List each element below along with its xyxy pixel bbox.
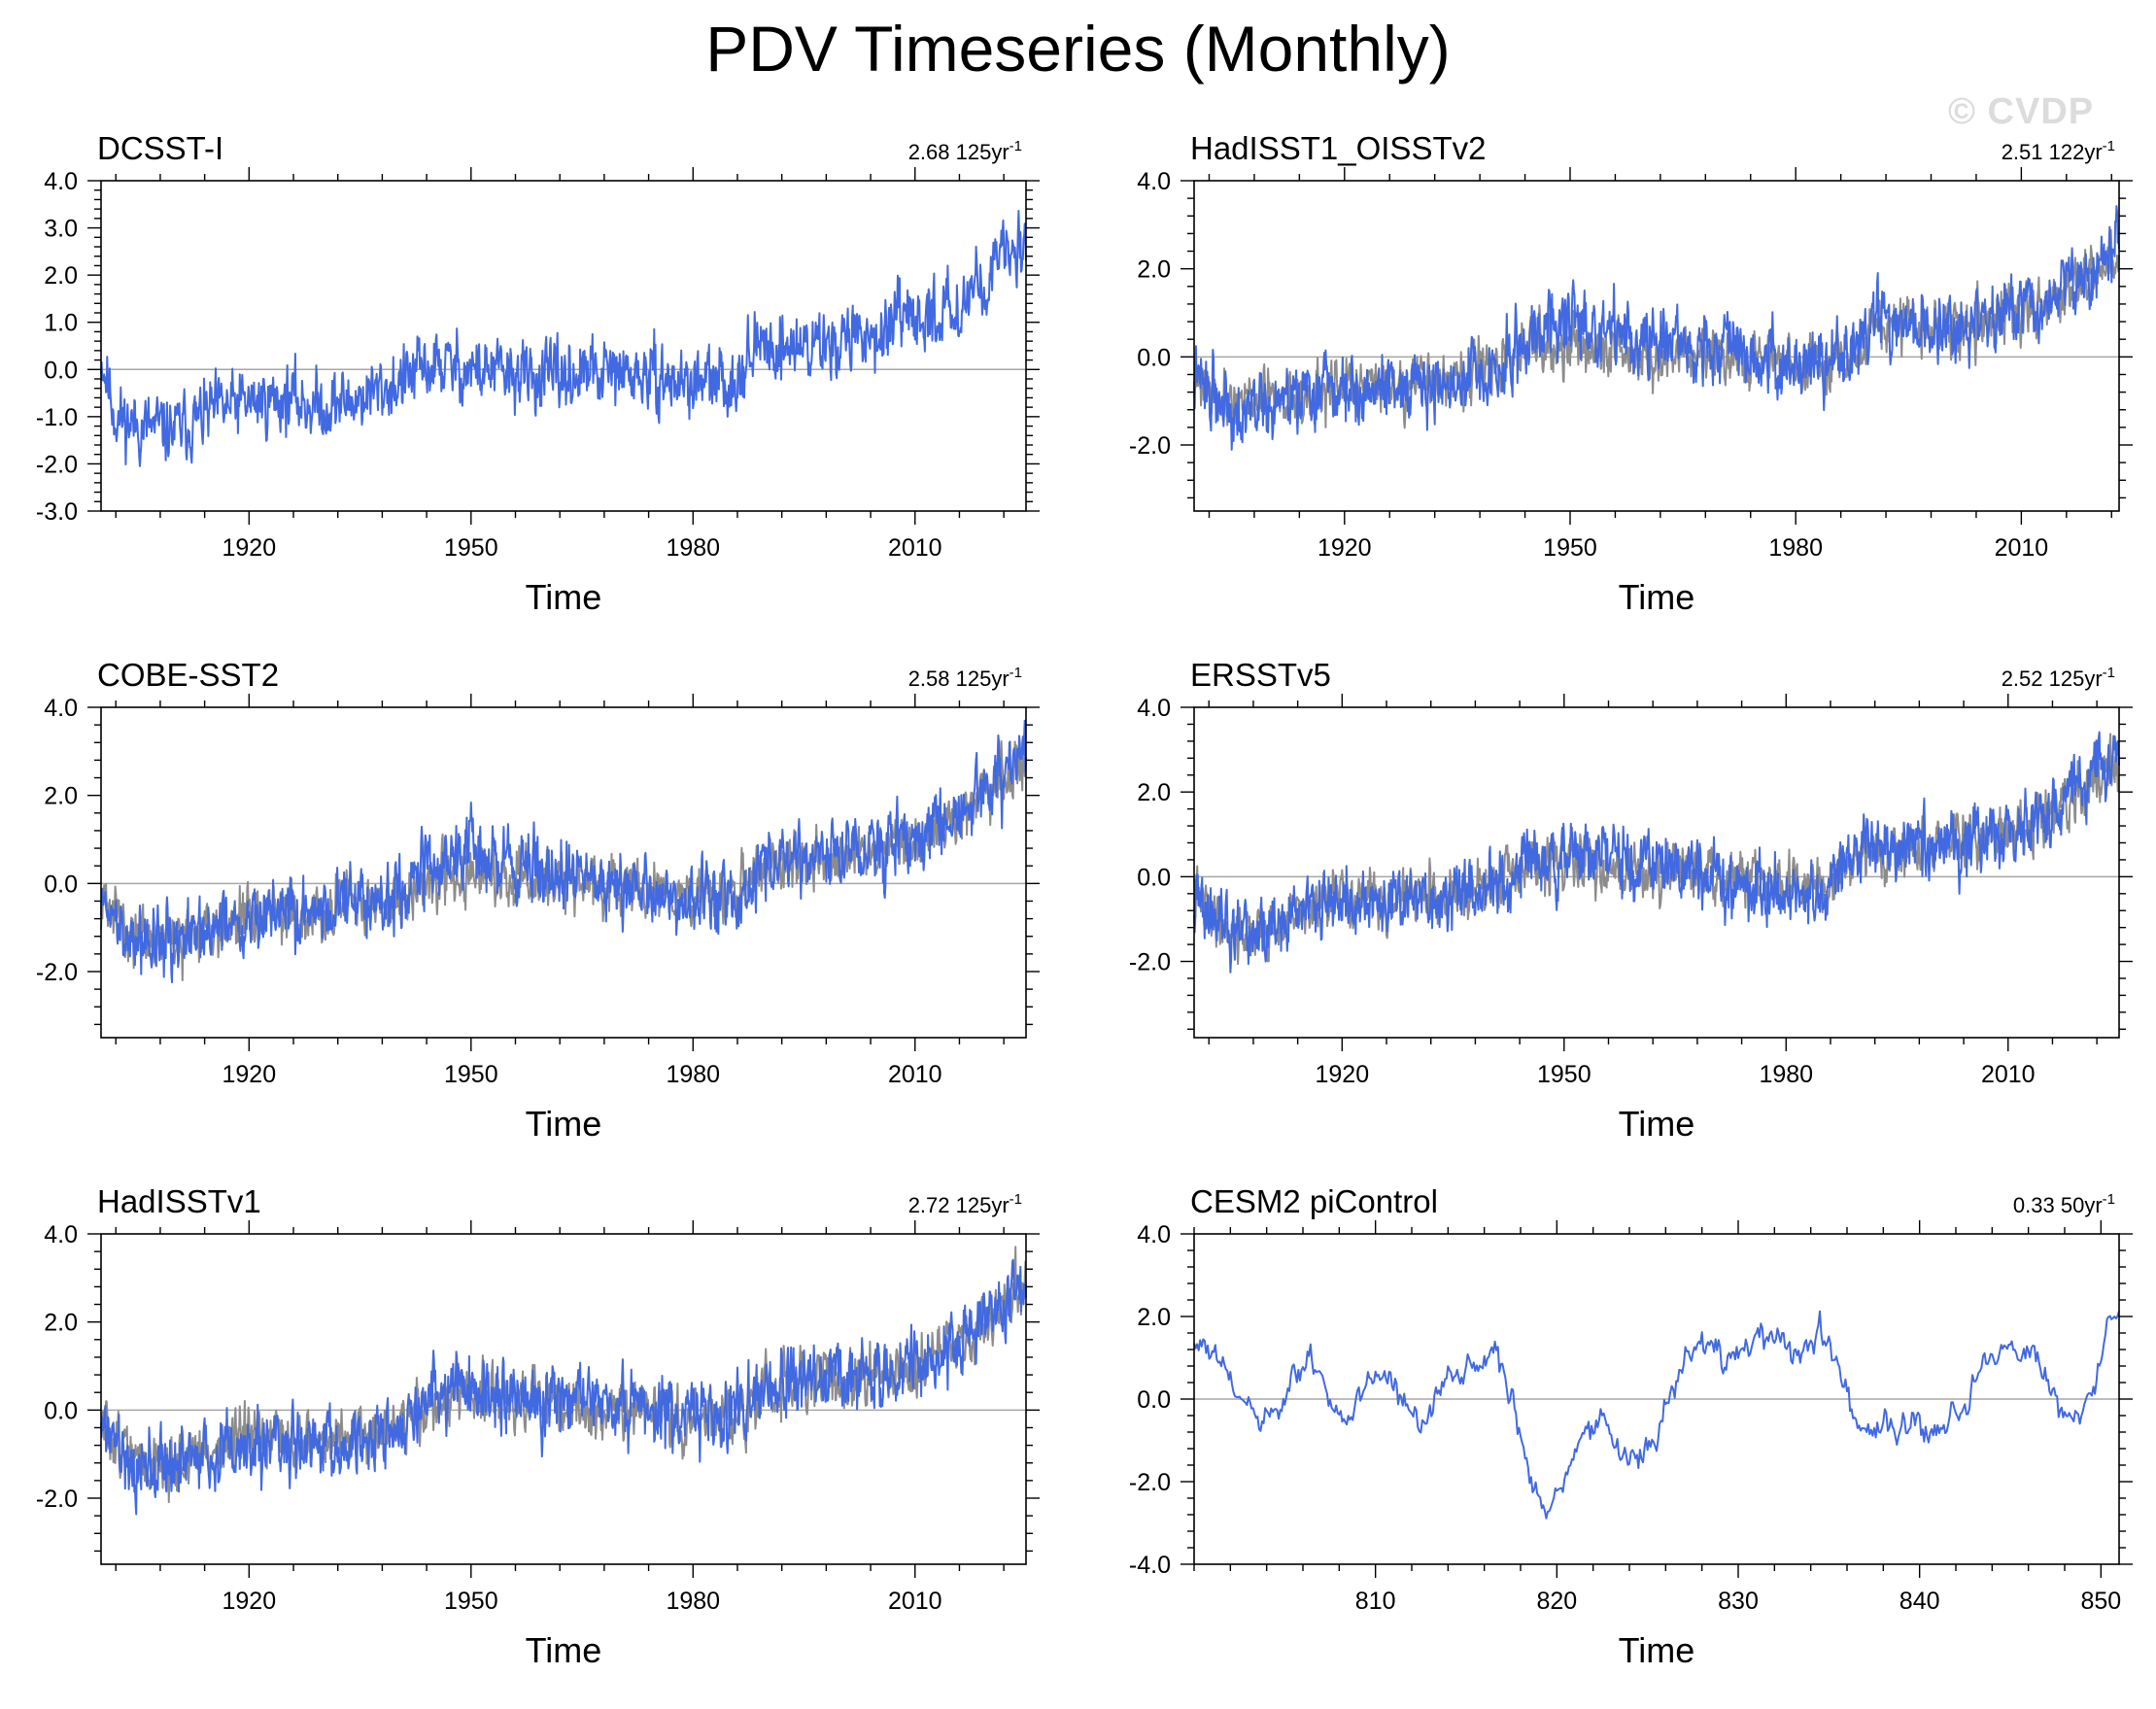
y-tick-label: 0.0 [1137,1386,1171,1414]
plot-frame [100,180,1027,512]
x-tick-label: 1950 [1537,1061,1591,1088]
x-tick-label: 810 [1355,1588,1396,1615]
x-tick-label: 850 [2080,1588,2121,1615]
x-tick-label: 2010 [888,1061,942,1088]
y-tick-label: -2.0 [1129,432,1171,460]
x-tick-label: 1920 [1318,534,1372,562]
y-tick-label: 4.0 [44,168,78,195]
y-tick-label: 1.0 [44,310,78,337]
figure-title: PDV Timeseries (Monthly) [705,13,1451,85]
y-tick-label: 0.0 [1137,864,1171,891]
x-tick-label: 1980 [666,1588,720,1615]
panel-title: CESM2 piControl [1190,1183,1438,1219]
y-tick-label: 4.0 [44,1221,78,1248]
y-tick-label: -2.0 [36,1486,78,1513]
cvdp-watermark: © CVDP [1948,91,2095,132]
trend-label: 2.58 125yr-1 [908,665,1022,691]
y-tick-label: -2.0 [1129,949,1171,976]
panel-title: HadISSTv1 [97,1183,261,1219]
y-tick-label: 2.0 [1137,1304,1171,1331]
trend-label: 0.33 50yr-1 [2013,1191,2115,1217]
y-tick-label: 3.0 [44,216,78,243]
panel-0: DCSST-I 2.68 125yr-1 -3.0 -2.0 -1.0 0.0 1.0 2.0… [36,130,1040,617]
trend-label: 2.51 122yr-1 [2002,138,2115,164]
y-tick-label: 4.0 [1137,168,1171,195]
x-tick-label: 1920 [222,1061,277,1088]
plot-frame [1193,706,2120,1039]
x-tick-label: 1950 [444,1061,498,1088]
x-tick-label: 1980 [1759,1061,1813,1088]
panel-3: ERSSTv5 2.52 125yr-1 -2.0 0.0 2.0 4.0 1920 1950… [1129,657,2133,1144]
x-axis-label: Time [526,577,602,617]
y-tick-label: 4.0 [1137,695,1171,722]
y-tick-label: 2.0 [44,1310,78,1337]
panel-title: COBE-SST2 [97,657,279,693]
series-line-model [100,1258,1027,1516]
y-tick-label: -2.0 [1129,1469,1171,1496]
panel-title: ERSSTv5 [1190,657,1331,693]
y-tick-label: 2.0 [1137,779,1171,806]
panel-title: HadISST1_OISSTv2 [1190,130,1486,166]
series-line-model [1193,205,2120,451]
x-tick-label: 830 [1718,1588,1759,1615]
x-tick-label: 1950 [1543,534,1597,562]
series-line-observation [100,1246,1027,1504]
y-tick-label: 4.0 [1137,1221,1171,1248]
x-tick-label: 2010 [888,534,942,562]
trend-label: 2.52 125yr-1 [2002,665,2115,691]
plot-frame [100,706,1027,1039]
x-tick-label: 1920 [222,1588,277,1615]
x-axis-label: Time [1619,1104,1695,1144]
panel-5: CESM2 piControl 0.33 50yr-1 -4.0 -2.0 0.0 2.0… [1129,1183,2133,1670]
x-axis-label: Time [1619,577,1695,617]
x-axis-label: Time [1619,1630,1695,1670]
y-tick-label: -3.0 [36,498,78,526]
y-tick-label: 0.0 [44,357,78,384]
y-tick-label: -2.0 [36,451,78,478]
x-tick-label: 1950 [444,534,498,562]
y-tick-label: 0.0 [44,1397,78,1424]
plot-frame [1193,180,2120,512]
panel-4: HadISSTv1 2.72 125yr-1 -2.0 0.0 2.0 4.0 1920 19… [36,1183,1040,1670]
x-axis-label: Time [526,1104,602,1144]
y-tick-label: -4.0 [1129,1552,1171,1579]
series-line-model [100,719,1027,984]
x-tick-label: 840 [1899,1588,1940,1615]
x-tick-label: 2010 [1981,1061,2036,1088]
y-tick-label: 2.0 [44,262,78,290]
y-tick-label: -2.0 [36,959,78,986]
x-tick-label: 820 [1536,1588,1577,1615]
x-tick-label: 1980 [666,1061,720,1088]
x-tick-label: 1980 [1768,534,1823,562]
y-tick-label: 2.0 [44,783,78,810]
series-line-model [100,210,1027,467]
x-tick-label: 1920 [222,534,277,562]
trend-label: 2.72 125yr-1 [908,1191,1022,1217]
panel-2: COBE-SST2 2.58 125yr-1 -2.0 0.0 2.0 4.0 1920 19… [36,657,1040,1144]
y-tick-label: -1.0 [36,404,78,431]
trend-label: 2.68 125yr-1 [908,138,1022,164]
series-line-model [1193,1310,2120,1520]
series-line-model [1193,731,2120,974]
x-tick-label: 1950 [444,1588,498,1615]
x-tick-label: 1920 [1316,1061,1370,1088]
x-axis-label: Time [526,1630,602,1670]
x-tick-label: 1980 [666,534,720,562]
plot-frame [100,1233,1027,1565]
y-tick-label: 0.0 [44,871,78,898]
panel-title: DCSST-I [97,130,223,166]
x-tick-label: 2010 [888,1588,942,1615]
y-tick-label: 0.0 [1137,344,1171,371]
y-tick-label: 4.0 [44,695,78,722]
panel-1: HadISST1_OISSTv2 2.51 122yr-1 -2.0 0.0 2.0 4.… [1129,130,2133,617]
y-tick-label: 2.0 [1137,256,1171,284]
x-tick-label: 2010 [1995,534,2049,562]
